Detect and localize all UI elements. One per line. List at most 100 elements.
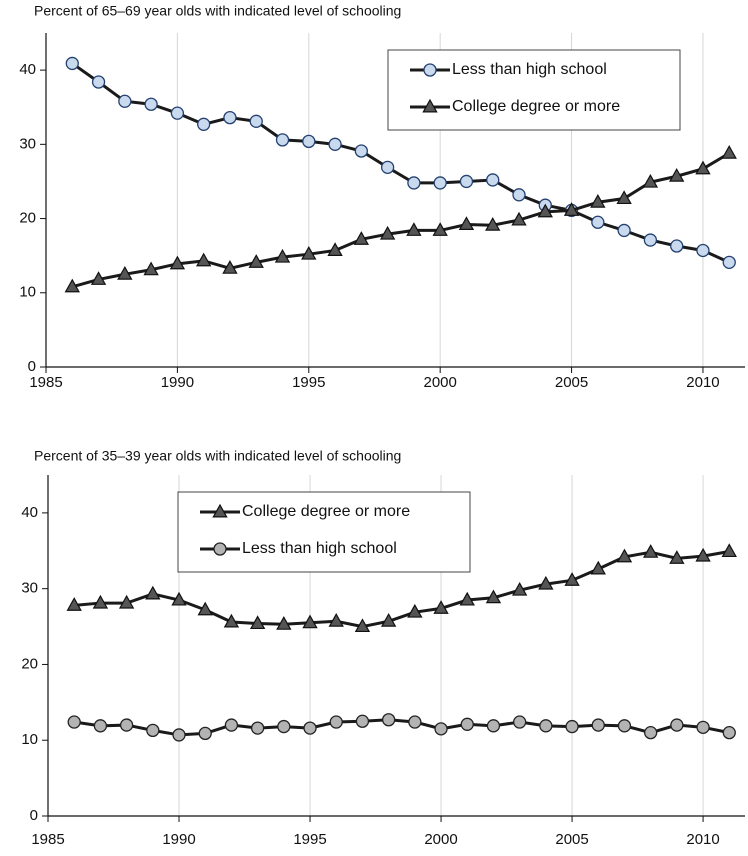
marker [93,719,108,733]
x-tick-label: 1985 [29,374,62,391]
x-tick-label: 2005 [555,831,588,848]
marker [539,719,553,733]
marker [616,190,632,205]
marker [696,243,710,258]
marker [170,106,185,120]
y-tick-label: 20 [19,210,36,227]
marker [432,222,448,236]
marker [722,725,736,740]
legend-label: College degree or more [242,503,410,520]
marker [223,110,237,125]
x-tick-label: 1995 [292,374,325,391]
marker [644,725,658,740]
marker [642,173,659,188]
marker [66,597,82,611]
marker [721,543,737,558]
marker [537,203,553,218]
marker [91,75,106,89]
x-tick-label: 2010 [686,374,719,391]
marker [616,548,633,563]
marker [591,215,605,229]
chart-title: Percent of 35–39 year olds with indicate… [34,448,401,464]
marker [670,239,684,253]
marker [695,547,711,562]
marker [276,616,292,630]
marker [511,211,527,226]
legend-label: Less than high school [452,61,607,78]
marker [721,145,737,159]
marker [222,260,238,274]
marker [144,97,158,111]
marker [303,721,317,735]
marker [538,575,554,590]
marker [563,202,580,216]
y-tick-label: 10 [19,284,36,301]
y-tick-label: 40 [21,504,38,521]
marker [380,613,397,627]
marker [223,613,240,628]
marker [302,134,316,149]
marker [422,98,438,113]
chart-title: Percent of 65–69 year olds with indicate… [34,3,401,19]
series-line [71,151,730,289]
marker [486,173,500,187]
legend-box [177,491,471,573]
series-line [73,718,730,737]
marker [695,160,711,175]
marker [459,591,475,606]
marker [302,614,318,629]
y-tick-label: 0 [30,807,38,824]
legend-label: College degree or more [452,98,620,115]
marker [433,176,447,190]
marker [92,594,109,609]
legend-box [387,49,681,131]
marker [670,718,684,732]
marker [617,719,632,733]
marker [485,217,501,231]
marker [353,231,370,245]
marker [485,589,502,604]
marker [434,722,448,736]
y-tick-label: 30 [19,135,36,152]
marker [379,225,396,240]
marker [65,56,79,71]
x-tick-label: 2000 [423,374,456,391]
marker [669,168,685,182]
marker [513,715,527,729]
marker [213,542,227,556]
marker [433,600,449,614]
marker [591,718,605,732]
marker [355,714,370,728]
marker [329,715,343,729]
marker [460,717,474,731]
x-tick-label: 2000 [424,831,457,848]
x-tick-label: 1985 [31,831,64,848]
marker [248,254,264,268]
marker [198,726,212,741]
marker [250,721,265,735]
marker [423,63,437,77]
y-tick-label: 10 [21,731,38,748]
marker [143,261,159,276]
marker [118,94,132,108]
marker [249,114,263,128]
marker [459,174,474,189]
y-tick-label: 40 [19,61,36,78]
marker [408,715,422,729]
marker [486,719,501,733]
marker [458,216,475,230]
marker [565,719,579,734]
marker [354,618,371,633]
marker [119,718,134,732]
marker [564,572,580,586]
y-tick-label: 20 [21,655,38,672]
legend-label: Less than high school [242,540,397,557]
marker [722,255,736,269]
marker [696,720,710,734]
marker [172,728,186,742]
marker [407,176,421,190]
x-tick-label: 1990 [162,831,195,848]
x-tick-label: 2005 [555,374,588,391]
marker [90,271,107,285]
marker [381,713,396,727]
